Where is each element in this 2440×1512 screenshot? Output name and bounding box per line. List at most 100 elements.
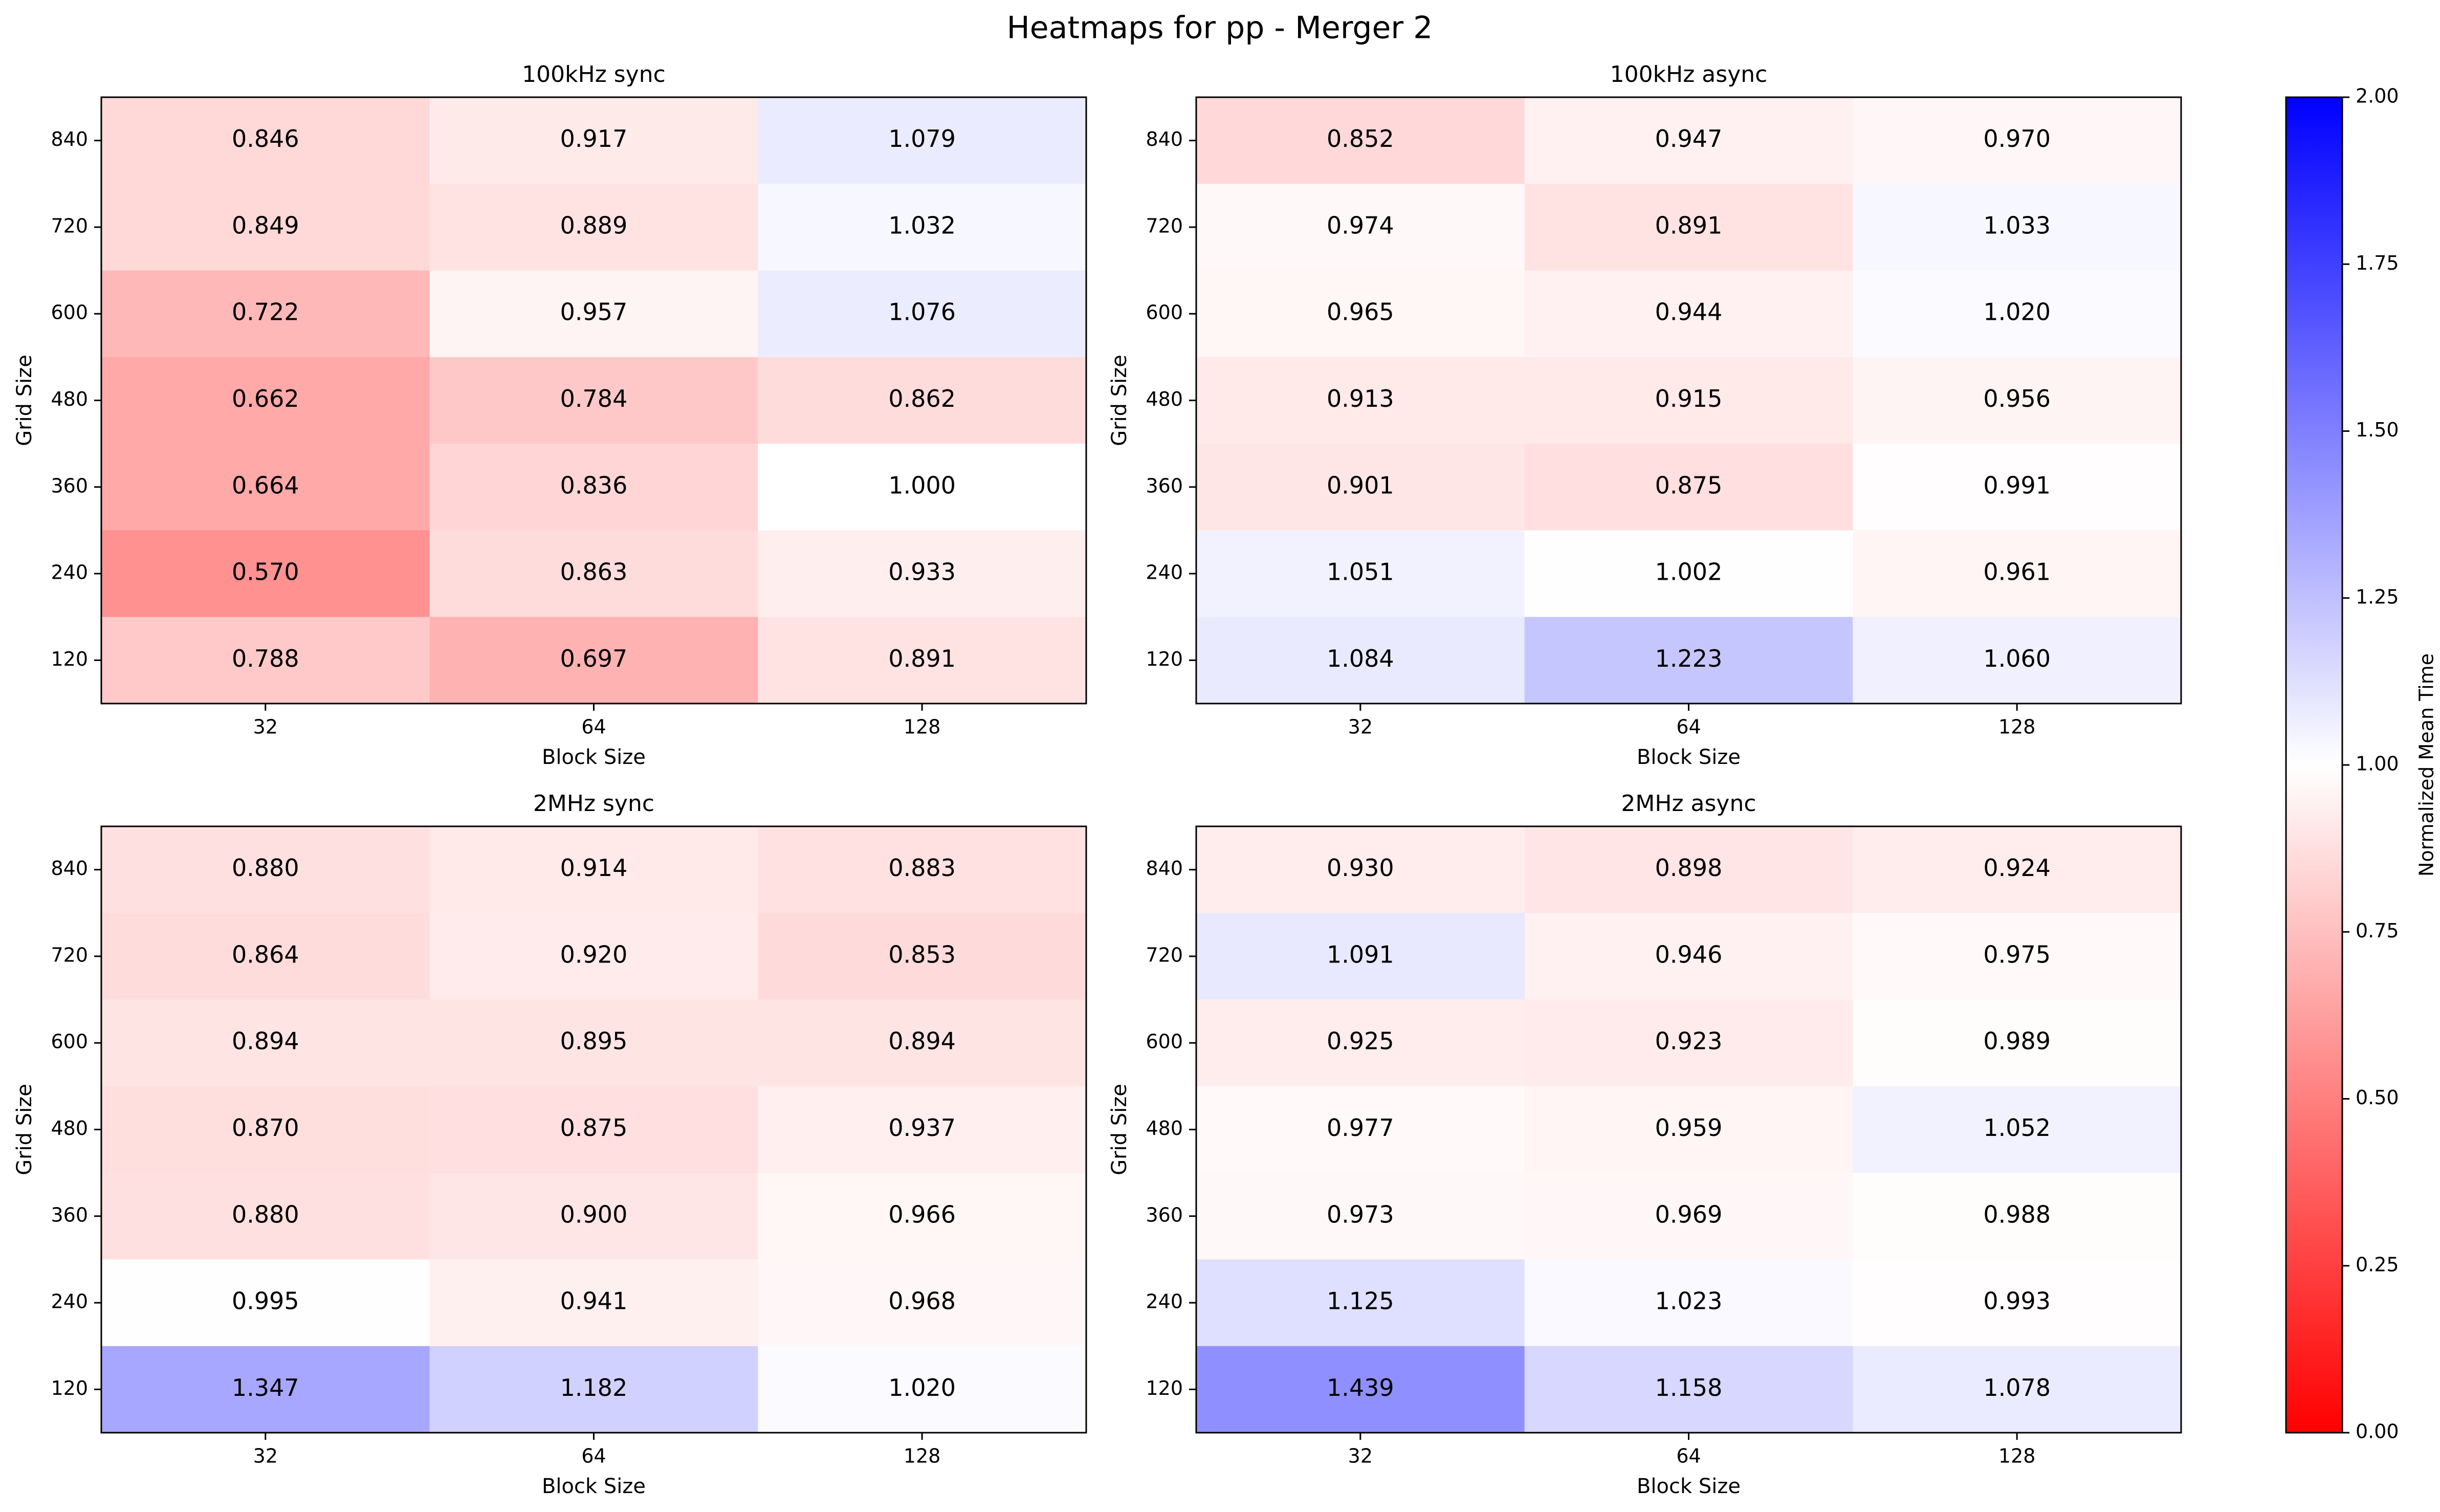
y-tick-label: 720 [51, 214, 88, 237]
cell-value-label: 0.944 [1655, 298, 1723, 326]
cell-value-label: 0.993 [1983, 1287, 2051, 1315]
cell-value-label: 0.662 [232, 385, 299, 412]
cell-value-label: 0.925 [1327, 1027, 1394, 1055]
heatmap-cell [429, 184, 758, 271]
heatmap-cell [1524, 999, 1853, 1087]
x-tick-label: 32 [1348, 1445, 1373, 1467]
heatmap-cell [1524, 357, 1853, 444]
cell-value-label: 0.697 [560, 645, 628, 672]
cell-value-label: 0.852 [1327, 125, 1394, 152]
heatmap-cell [1196, 444, 1525, 531]
y-tick-label: 720 [1146, 944, 1183, 966]
colorbar-tick-label: 0.00 [2356, 1420, 2399, 1443]
heatmap-cell [758, 444, 1087, 531]
cell-value-label: 0.870 [232, 1114, 299, 1142]
cell-value-label: 0.917 [560, 125, 628, 152]
x-tick-label: 32 [1348, 716, 1373, 738]
heatmap-cell [1853, 1259, 2182, 1347]
cell-value-label: 0.988 [1983, 1200, 2051, 1228]
panel-title: 100kHz sync [522, 61, 666, 87]
heatmap-cell [101, 97, 430, 184]
heatmap-cell [1853, 270, 2182, 358]
x-tick-label: 64 [1676, 1445, 1701, 1467]
heatmap-cell [1196, 617, 1525, 704]
heatmap-cell [758, 184, 1087, 271]
heatmap-cell [1196, 1086, 1525, 1173]
y-tick-label: 600 [1146, 301, 1183, 324]
cell-value-label: 0.849 [232, 211, 299, 239]
heatmap-panel: 0.846 0.917 1.079 0.849 0.889 1.032 0.722 0.957… [13, 61, 1087, 769]
heatmap-cell [429, 1173, 758, 1260]
heatmap-cell [429, 1346, 758, 1433]
heatmap-cell [101, 444, 430, 531]
panel-title: 100kHz async [1610, 61, 1768, 87]
heatmap-cell [758, 357, 1087, 444]
y-axis-label: Grid Size [1108, 355, 1131, 446]
y-tick-label: 840 [1146, 128, 1183, 150]
heatmap-cell [429, 999, 758, 1087]
cell-value-label: 0.924 [1983, 854, 2051, 882]
x-axis-label: Block Size [1637, 746, 1741, 769]
heatmap-cell [1524, 913, 1853, 1000]
heatmap-cell [758, 1173, 1087, 1260]
cell-value-label: 0.933 [888, 558, 956, 586]
cell-value-label: 0.920 [560, 940, 628, 968]
heatmap-cell [1853, 1346, 2182, 1433]
heatmap-cell [1524, 184, 1853, 271]
cell-value-label: 0.973 [1327, 1200, 1394, 1228]
cell-value-label: 0.975 [1983, 940, 2051, 968]
x-tick-label: 128 [904, 1445, 941, 1467]
y-tick-label: 840 [51, 857, 88, 880]
heatmap-cell [1524, 826, 1853, 913]
heatmap-cell [1853, 444, 2182, 531]
cell-value-label: 0.991 [1983, 471, 2051, 499]
cell-value-label: 0.957 [560, 298, 628, 326]
colorbar-tick-label: 1.75 [2356, 252, 2399, 274]
heatmap-cell [1853, 357, 2182, 444]
heatmap-cell [758, 913, 1087, 1000]
heatmap-cell [1853, 1086, 2182, 1173]
x-tick-label: 64 [1676, 716, 1701, 738]
heatmap-cell [1196, 1173, 1525, 1260]
y-tick-label: 240 [1146, 561, 1183, 584]
x-tick-label: 64 [581, 716, 606, 738]
heatmap-panel: 0.880 0.914 0.883 0.864 0.920 0.853 0.894 0.895… [13, 791, 1087, 1498]
cell-value-label: 0.570 [232, 558, 299, 586]
colorbar-tick-label: 2.00 [2356, 85, 2399, 107]
x-tick-label: 32 [253, 1445, 278, 1467]
x-axis-label: Block Size [542, 746, 646, 769]
heatmap-cell [429, 97, 758, 184]
cell-value-label: 0.863 [560, 558, 628, 586]
heatmap-cell [101, 826, 430, 913]
heatmap-cell [758, 617, 1087, 704]
y-tick-label: 120 [1146, 1377, 1183, 1399]
y-axis-label: Grid Size [13, 355, 36, 446]
y-tick-label: 120 [51, 648, 88, 670]
cell-value-label: 0.875 [560, 1114, 628, 1142]
y-tick-label: 120 [51, 1377, 88, 1399]
cell-value-label: 0.891 [888, 645, 956, 672]
y-tick-label: 360 [51, 1203, 88, 1226]
heatmap-cell [758, 270, 1087, 358]
cell-value-label: 0.930 [1327, 854, 1394, 882]
cell-value-label: 1.000 [888, 471, 956, 499]
cell-value-label: 0.900 [560, 1200, 628, 1228]
heatmap-cell [1853, 184, 2182, 271]
cell-value-label: 0.989 [1983, 1027, 2051, 1055]
cell-value-label: 1.182 [560, 1374, 628, 1401]
heatmap-cell [1853, 999, 2182, 1087]
colorbar-tick-label: 1.00 [2356, 753, 2399, 775]
y-tick-label: 360 [1146, 1203, 1183, 1226]
heatmap-cell [1196, 357, 1525, 444]
x-tick-label: 128 [904, 716, 941, 738]
heatmap-cell [1196, 1259, 1525, 1347]
cell-value-label: 0.894 [888, 1027, 956, 1055]
cell-value-label: 0.664 [232, 471, 299, 499]
cell-value-label: 1.060 [1983, 645, 2051, 672]
cell-value-label: 1.079 [888, 125, 956, 152]
y-axis-label: Grid Size [1108, 1084, 1131, 1175]
panel-title: 2MHz async [1621, 791, 1756, 817]
cell-value-label: 1.158 [1655, 1374, 1723, 1401]
cell-value-label: 1.125 [1327, 1287, 1394, 1315]
